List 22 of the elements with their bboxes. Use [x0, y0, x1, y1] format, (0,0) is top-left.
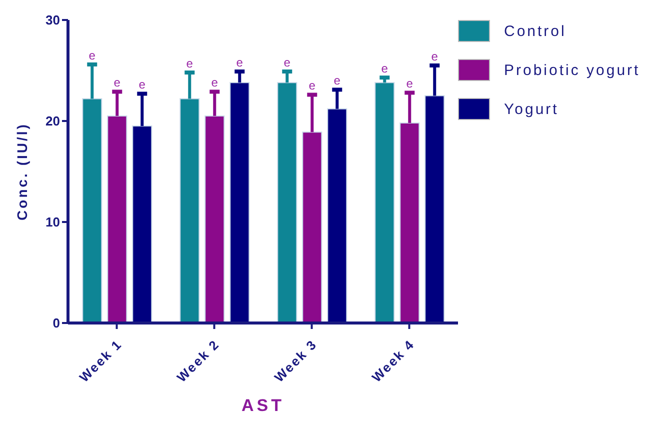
annotation: e: [138, 78, 146, 92]
annotation: e: [211, 76, 218, 90]
annotation: e: [186, 56, 194, 71]
legend-label: Control: [504, 22, 566, 40]
annotation: e: [236, 56, 244, 70]
annotation: e: [284, 56, 291, 70]
annotation: e: [431, 49, 438, 64]
legend-label: Yogurt: [504, 100, 559, 118]
y-axis-title: Conc. (IU/l): [14, 122, 30, 220]
annotation: e: [406, 76, 414, 91]
annotation: e: [308, 78, 316, 93]
y-tick-label: 0: [52, 316, 60, 331]
bar: [374, 82, 395, 323]
annotation: e: [88, 48, 96, 62]
x-axis-title: AST: [242, 396, 284, 415]
y-tick-label: 30: [46, 12, 60, 28]
annotation: e: [334, 74, 341, 88]
legend-label: Probiotic yogurt: [504, 62, 640, 78]
annotation: e: [114, 76, 121, 90]
annotation: e: [381, 62, 388, 76]
y-tick-label: 20: [46, 114, 60, 129]
y-tick-label: 10: [46, 214, 60, 230]
